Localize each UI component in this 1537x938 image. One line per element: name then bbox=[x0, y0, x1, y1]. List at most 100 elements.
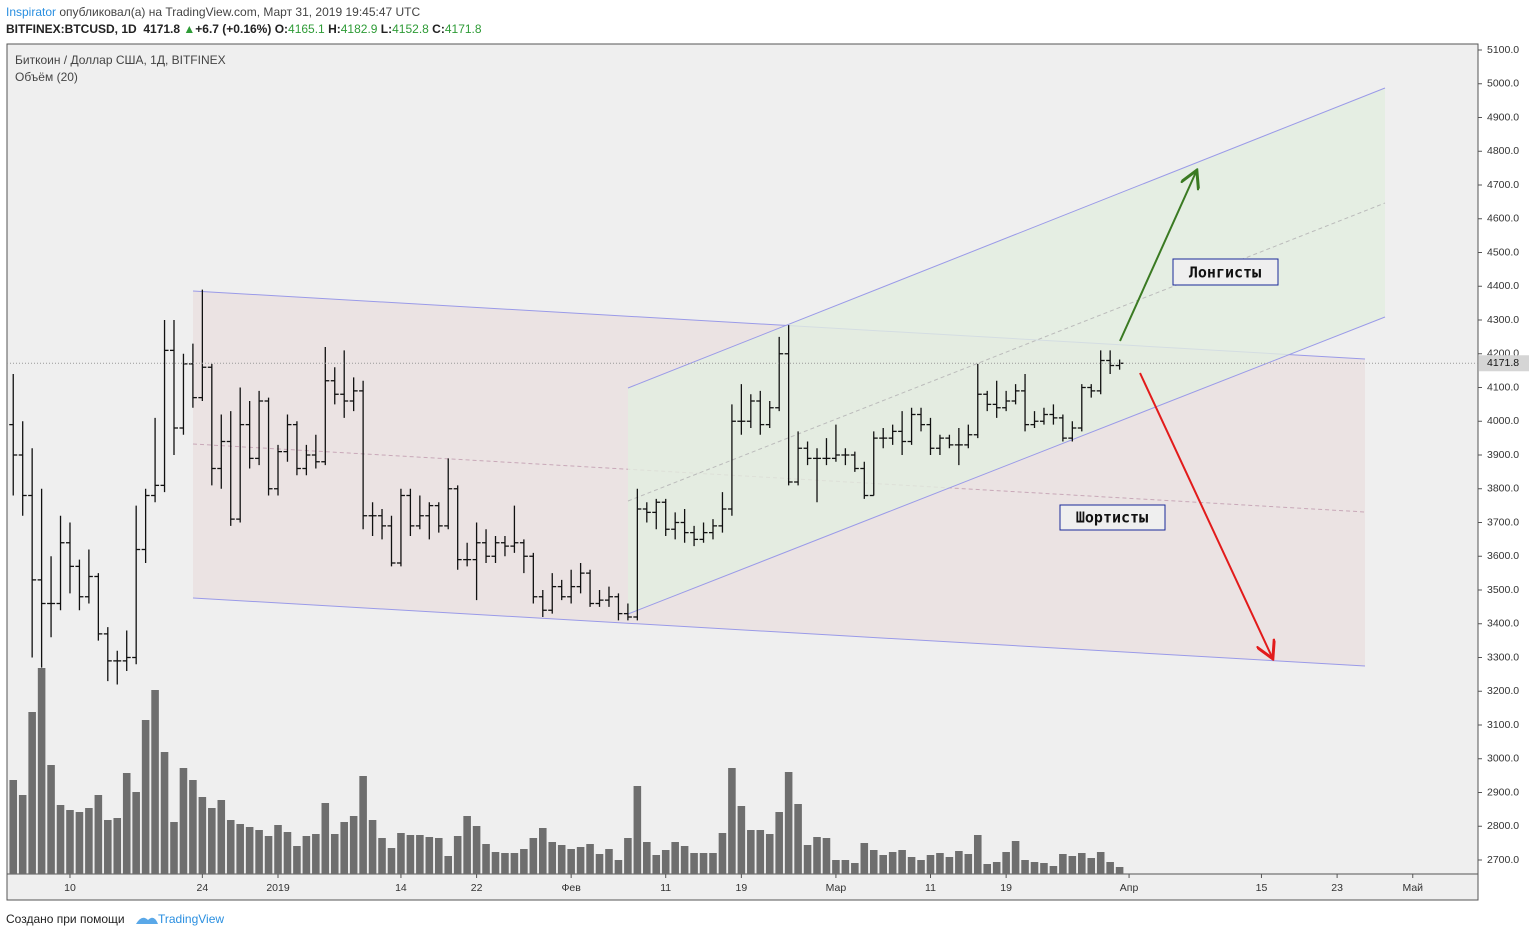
channel-midline bbox=[627, 202, 1386, 502]
x-tick-label: 11 bbox=[660, 882, 671, 894]
volume-bar bbox=[1087, 858, 1096, 874]
volume-bar bbox=[1030, 862, 1039, 874]
volume-bar bbox=[453, 836, 462, 874]
y-tick-label: 4100.0 bbox=[1487, 381, 1519, 393]
volume-bar bbox=[728, 768, 736, 874]
volume-bar bbox=[652, 855, 661, 874]
volume-bar bbox=[264, 836, 273, 874]
volume-bar bbox=[898, 850, 906, 874]
y-tick-label: 4400.0 bbox=[1487, 280, 1519, 292]
volume-bar bbox=[586, 844, 594, 874]
y-tick-label: 4700.0 bbox=[1487, 179, 1519, 191]
volume-bar bbox=[56, 805, 65, 874]
volume-bar bbox=[18, 795, 27, 874]
volume-bar bbox=[255, 830, 263, 874]
volume-bar bbox=[368, 820, 377, 874]
l-value: 4152.8 bbox=[392, 22, 429, 36]
x-tick-label: 19 bbox=[1000, 882, 1012, 894]
volume-bar bbox=[1059, 854, 1067, 874]
volume-bar bbox=[245, 827, 254, 874]
volume-bar bbox=[595, 854, 604, 874]
y-tick-label: 5000.0 bbox=[1487, 78, 1519, 90]
volume-bar bbox=[529, 838, 538, 874]
volume-bar bbox=[718, 833, 727, 874]
chart-title: Биткоин / Доллар США, 1Д, BITFINEX bbox=[15, 53, 226, 67]
volume-bar bbox=[822, 838, 831, 874]
footer-text: Создано при помощи bbox=[6, 912, 125, 926]
o-label: O: bbox=[274, 22, 289, 36]
volume-bar bbox=[75, 812, 84, 874]
author[interactable]: Inspirator bbox=[6, 5, 57, 19]
volume-bar bbox=[312, 834, 320, 874]
volume-bar bbox=[1078, 853, 1086, 874]
volume-bar bbox=[349, 816, 358, 874]
y-tick-label: 3900.0 bbox=[1487, 449, 1519, 461]
volume-bar bbox=[1115, 867, 1124, 874]
volume-bar bbox=[1106, 862, 1114, 874]
volume-bar bbox=[983, 864, 992, 874]
volume-bar bbox=[520, 849, 528, 874]
channel-line bbox=[627, 87, 1386, 389]
volume-bar bbox=[501, 853, 509, 874]
long-arrow bbox=[1119, 172, 1196, 342]
y-tick-label: 3100.0 bbox=[1487, 719, 1519, 731]
published: опубликовал(а) на TradingView.com, Март … bbox=[59, 5, 421, 19]
header-line-2: BITFINEX:BTCUSD, 1D 4171.8 ▲+6.7 (+0.16%… bbox=[6, 22, 482, 36]
volume-bar bbox=[803, 845, 812, 874]
volume-bar bbox=[992, 862, 1001, 874]
volume-bar bbox=[9, 780, 18, 874]
annotation: Лонгисты bbox=[1189, 264, 1261, 282]
y-tick-label: 3700.0 bbox=[1487, 516, 1519, 528]
y-tick-label: 2800.0 bbox=[1487, 820, 1519, 832]
volume-bar bbox=[690, 853, 698, 874]
volume-bar bbox=[1002, 852, 1010, 874]
volume-bar bbox=[387, 848, 396, 874]
volume-bar bbox=[85, 808, 93, 874]
volume-bar bbox=[765, 834, 774, 874]
volume-bar bbox=[482, 844, 490, 874]
volume-bar bbox=[1040, 863, 1048, 874]
c-value: 4171.8 bbox=[444, 22, 482, 36]
volume-bar bbox=[122, 773, 131, 874]
volume-bar bbox=[208, 808, 216, 874]
logo bbox=[136, 917, 158, 924]
h-label: H: bbox=[328, 22, 341, 36]
volume-bar bbox=[406, 835, 415, 874]
volume-bar bbox=[661, 850, 670, 874]
volume-bar bbox=[283, 832, 292, 874]
volume-bar bbox=[132, 792, 140, 874]
volume-bar bbox=[47, 765, 55, 874]
volume-bar bbox=[359, 776, 367, 874]
volume-bar bbox=[1068, 856, 1077, 874]
volume-bar bbox=[1049, 866, 1058, 874]
volume-bar bbox=[1011, 841, 1020, 874]
volume-bar bbox=[851, 863, 859, 874]
volume-bar bbox=[605, 849, 613, 874]
volume-bar bbox=[104, 820, 112, 874]
volume-bar bbox=[539, 828, 547, 874]
x-tick-label: Апр bbox=[1120, 882, 1139, 894]
volume-bar bbox=[813, 837, 821, 874]
volume-bar bbox=[557, 845, 566, 874]
volume-bar bbox=[841, 860, 850, 874]
volume-bar bbox=[747, 830, 755, 874]
y-tick-label: 4800.0 bbox=[1487, 145, 1519, 157]
volume-bar bbox=[463, 816, 471, 874]
volume-bar bbox=[699, 853, 708, 874]
volume-bar bbox=[66, 810, 74, 874]
volume-bar bbox=[737, 806, 746, 874]
x-tick-label: 10 bbox=[64, 882, 76, 894]
volume-bar bbox=[955, 851, 963, 874]
volume-bar bbox=[973, 835, 982, 874]
y-tick-label: 5100.0 bbox=[1487, 44, 1519, 56]
volume-bar bbox=[794, 804, 802, 874]
volume-bar bbox=[888, 852, 897, 874]
volume-bar bbox=[217, 800, 226, 874]
x-tick-label: Мар bbox=[826, 882, 847, 894]
marks bbox=[7, 289, 1478, 874]
last-price: 4171.8 bbox=[143, 22, 181, 36]
footer-brand[interactable]: TradingView bbox=[158, 912, 224, 926]
symbol: BITFINEX:BTCUSD, 1D bbox=[6, 22, 137, 36]
volume-bar bbox=[548, 842, 557, 874]
